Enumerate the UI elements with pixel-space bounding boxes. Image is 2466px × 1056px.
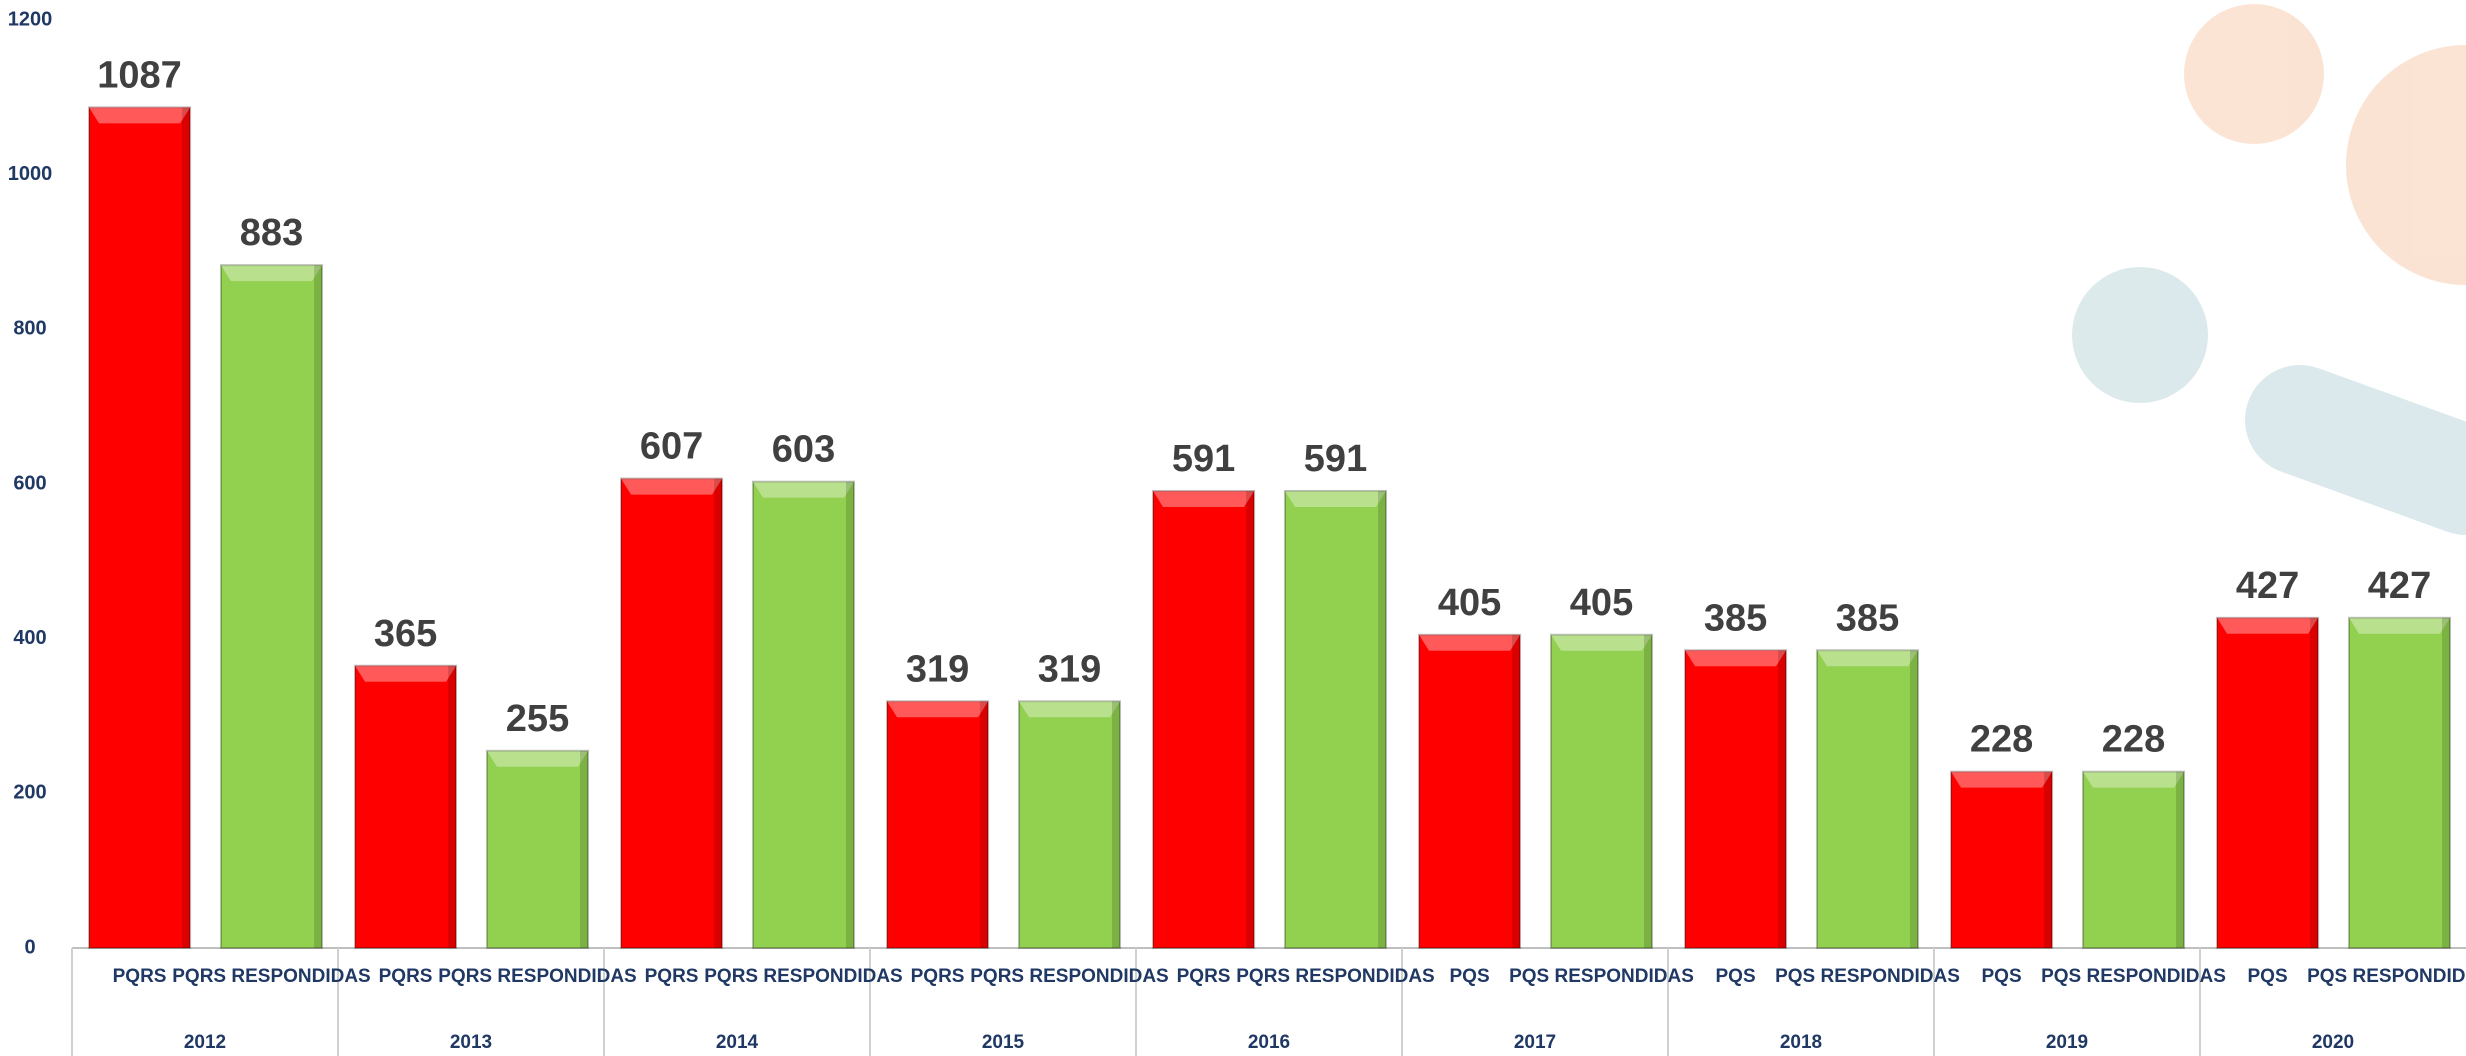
data-label: 385: [1836, 597, 1899, 639]
chart-page: 0 200 400 600 800 1000 1200 1087 883 365 255 607 603…: [0, 0, 2466, 1056]
bar-bevel: [1019, 701, 1120, 717]
x-tick-label: PQS RESPONDIDAS: [2298, 964, 2466, 989]
bar-shade: [448, 666, 456, 948]
bar-shade: [1112, 701, 1120, 948]
x-group-label: 2019: [1934, 1030, 2200, 1055]
bar: [2349, 618, 2450, 948]
bar: [221, 265, 322, 948]
data-label: 405: [1438, 582, 1501, 624]
bar: [355, 666, 456, 948]
bar-shade: [2044, 772, 2052, 948]
bar-shade: [714, 479, 722, 948]
data-label: 385: [1704, 597, 1767, 639]
y-tick-label: 600: [13, 472, 46, 494]
bar-bevel: [753, 482, 854, 498]
bar-shade: [2442, 618, 2450, 948]
data-label: 883: [240, 212, 303, 254]
bar-shade: [2176, 772, 2184, 948]
data-label: 319: [906, 648, 969, 690]
bar-bevel: [2349, 618, 2450, 634]
bar: [1285, 491, 1386, 948]
x-group-label: 2012: [72, 1030, 338, 1055]
bar-bevel: [887, 701, 988, 717]
bar-bevel: [1817, 650, 1918, 666]
y-tick-label: 200: [13, 782, 46, 804]
background-decor: [2072, 4, 2466, 480]
bar-bevel: [89, 107, 190, 123]
x-group-label: 2018: [1668, 1030, 1934, 1055]
data-label: 427: [2368, 565, 2431, 607]
bar: [887, 701, 988, 948]
data-label: 255: [506, 698, 569, 740]
bar-shade: [1378, 491, 1386, 948]
bar-shade: [1246, 491, 1254, 948]
bar-bevel: [487, 751, 588, 767]
bar: [1019, 701, 1120, 948]
bar-bevel: [355, 666, 456, 682]
x-group-label: 2014: [604, 1030, 870, 1055]
y-tick-label: 1000: [8, 163, 53, 185]
data-label: 607: [640, 426, 703, 468]
bar-bevel: [221, 265, 322, 281]
bar-shade: [846, 482, 854, 948]
data-label: 427: [2236, 565, 2299, 607]
bar-shade: [1644, 635, 1652, 948]
bar-shade: [980, 701, 988, 948]
bar-bevel: [1951, 772, 2052, 788]
bar-bevel: [1153, 491, 1254, 507]
bar-shade: [2310, 618, 2318, 948]
x-group-label: 2013: [338, 1030, 604, 1055]
data-label: 228: [1970, 719, 2033, 761]
data-label: 603: [772, 429, 835, 471]
bar-bevel: [2217, 618, 2318, 634]
x-group-label: 2015: [870, 1030, 1136, 1055]
y-tick-label: 400: [13, 627, 46, 649]
bar-shade: [580, 751, 588, 948]
bar: [1685, 650, 1786, 948]
bar: [1551, 635, 1652, 948]
data-label: 228: [2102, 719, 2165, 761]
chart: 0 200 400 600 800 1000 1200 1087 883 365 255 607 603…: [0, 0, 2466, 1056]
bar-bevel: [1551, 635, 1652, 651]
bar: [1153, 491, 1254, 948]
bar-shade: [1512, 635, 1520, 948]
bar-bevel: [2083, 772, 2184, 788]
bar-shade: [314, 265, 322, 948]
bar: [2083, 772, 2184, 948]
bar: [89, 107, 190, 948]
data-label: 405: [1570, 582, 1633, 624]
bar: [1951, 772, 2052, 948]
bar-bevel: [1685, 650, 1786, 666]
bar-shade: [1778, 650, 1786, 948]
bar-shade: [182, 107, 190, 948]
x-group-label: 2017: [1402, 1030, 1668, 1055]
bar-bevel: [621, 479, 722, 495]
y-tick-label: 0: [24, 936, 35, 958]
data-label: 591: [1172, 438, 1235, 480]
bar-bevel: [1285, 491, 1386, 507]
bar: [2217, 618, 2318, 948]
bar: [753, 482, 854, 948]
data-label: 1087: [97, 54, 182, 96]
y-tick-label: 1200: [8, 8, 53, 30]
data-label: 365: [374, 613, 437, 655]
data-label: 319: [1038, 648, 1101, 690]
bar: [487, 751, 588, 948]
y-tick-label: 800: [13, 318, 46, 340]
bar-shade: [1910, 650, 1918, 948]
bar: [1817, 650, 1918, 948]
bar: [1419, 635, 1520, 948]
bar: [621, 479, 722, 948]
x-group-label: 2016: [1136, 1030, 1402, 1055]
bar-bevel: [1419, 635, 1520, 651]
x-group-label: 2020: [2200, 1030, 2466, 1055]
data-label: 591: [1304, 438, 1367, 480]
